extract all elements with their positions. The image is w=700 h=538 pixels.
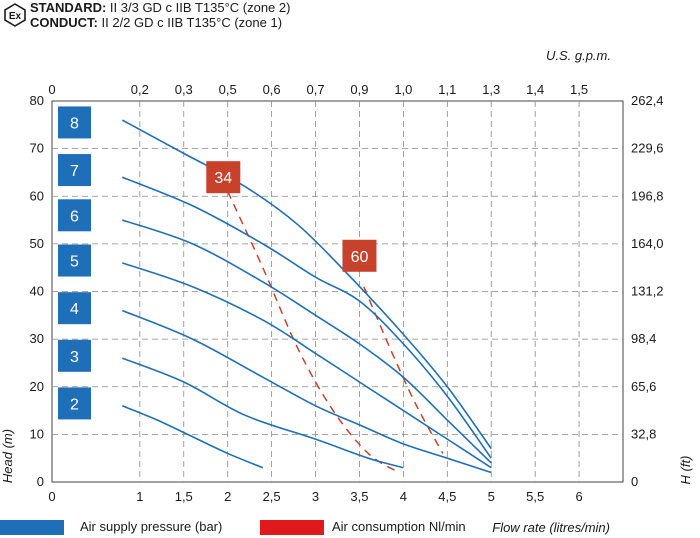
- x-top-tick-label: 1,3: [482, 82, 500, 97]
- consumption-line-60: [363, 286, 444, 454]
- y-left-tick-label: 30: [30, 331, 44, 346]
- x-bottom-tick-label: 1,5: [175, 489, 193, 504]
- x-bottom-tick-label: 6: [575, 489, 582, 504]
- standard-label: STANDARD:: [30, 0, 107, 15]
- pressure-badge-label: 3: [70, 349, 79, 366]
- pressure-badge-5: [58, 244, 91, 277]
- pressure-line-4: [121, 309, 492, 474]
- pressure-badge-label: 2: [70, 396, 79, 413]
- consumption-badge-60: [342, 239, 377, 272]
- y-right-tick-label: 262,4: [631, 93, 664, 108]
- pressure-badge-6: [58, 199, 91, 232]
- x-bottom-tick-label: 2,5: [263, 489, 281, 504]
- pressure-badge-7: [58, 154, 91, 187]
- x-bottom-tick-label: 0: [48, 489, 55, 504]
- y-right-tick-label: 0: [631, 474, 638, 489]
- standard-line: STANDARD: II 3/3 GD c IIB T135°C (zone 2…: [30, 1, 290, 15]
- pressure-line-6: [122, 219, 492, 464]
- y-left-tick-label: 50: [30, 236, 44, 251]
- y-left-tick-label: 10: [30, 426, 44, 441]
- y-left-tick-label: 0: [37, 474, 44, 489]
- y-right-tick-label: 164,0: [631, 236, 664, 251]
- pressure-line-5: [122, 262, 492, 469]
- consumption-line-34: [227, 191, 400, 474]
- pressure-badge-label: 5: [70, 254, 79, 271]
- x-bottom-tick-label: 3,5: [350, 489, 368, 504]
- x-top-tick-label: 1,0: [394, 82, 412, 97]
- x-top-tick-label: 0,3: [175, 82, 193, 97]
- pressure-line-8: [121, 119, 492, 450]
- pressure-badge-4: [58, 292, 91, 325]
- x-bottom-tick-label: 2: [224, 489, 231, 504]
- pressure-badge-2: [58, 387, 91, 420]
- logo-text: Ex: [9, 11, 22, 22]
- x-top-tick-label: 0,2: [131, 82, 149, 97]
- legend-pressure-label: Air supply pressure (bar): [80, 519, 223, 534]
- conduct-text: II 2/2 GD c IIB T135°C (zone 1): [97, 15, 283, 30]
- pressure-badge-label: 7: [70, 163, 79, 180]
- pressure-badge-3: [58, 339, 91, 372]
- x-bottom-tick-label: 5: [488, 489, 495, 504]
- x-bottom-tick-label: 3: [312, 489, 319, 504]
- y-right-tick-label: 196,8: [631, 188, 664, 203]
- pressure-badge-label: 6: [70, 208, 79, 225]
- x-top-tick-label: 1,4: [526, 82, 544, 97]
- legend-consumption-label: Air consumption Nl/min: [332, 519, 466, 534]
- x-top-tick-label: 0,9: [350, 82, 368, 97]
- pressure-badge-8: [58, 106, 91, 139]
- x-bottom-axis-label: Flow rate (litres/min): [492, 520, 610, 535]
- y-left-axis-label: Head (m): [0, 429, 15, 483]
- y-right-tick-label: 131,2: [631, 284, 664, 299]
- y-left-tick-label: 20: [30, 379, 44, 394]
- atex-ex-logo: Ex: [4, 3, 26, 27]
- pressure-badge-label: 4: [70, 301, 79, 318]
- x-top-tick-label: 1,5: [570, 82, 588, 97]
- pressure-line-2: [121, 405, 264, 469]
- consumption-badge-label: 60: [351, 249, 369, 266]
- x-bottom-tick-label: 5,5: [526, 489, 544, 504]
- pressure-line-3: [121, 357, 404, 469]
- x-top-tick-label: 0,6: [263, 82, 281, 97]
- x-top-tick-label: 0: [48, 82, 55, 97]
- y-right-tick-label: 98,4: [631, 331, 656, 346]
- legend-pressure-swatch: [0, 520, 64, 535]
- y-right-tick-label: 229,6: [631, 141, 664, 156]
- x-bottom-tick-label: 4: [400, 489, 407, 504]
- x-top-axis-label: U.S. g.p.m.: [546, 48, 611, 63]
- x-bottom-tick-label: 1: [136, 489, 143, 504]
- x-top-tick-label: 0,7: [306, 82, 324, 97]
- x-top-tick-label: 1,1: [438, 82, 456, 97]
- conduct-label: CONDUCT:: [30, 15, 98, 30]
- y-left-tick-label: 60: [30, 188, 44, 203]
- consumption-badge-34: [206, 161, 241, 194]
- pressure-line-7: [121, 176, 492, 459]
- consumption-badge-label: 34: [214, 170, 232, 187]
- y-left-tick-label: 80: [30, 93, 44, 108]
- conduct-line: CONDUCT: II 2/2 GD c IIB T135°C (zone 1): [30, 16, 282, 30]
- standard-text: II 3/3 GD c IIB T135°C (zone 2): [106, 0, 291, 15]
- x-bottom-tick-label: 4,5: [438, 489, 456, 504]
- y-left-tick-label: 70: [30, 141, 44, 156]
- x-top-tick-label: 0,5: [219, 82, 237, 97]
- y-right-tick-label: 65,6: [631, 379, 656, 394]
- y-left-tick-label: 40: [30, 284, 44, 299]
- legend-consumption-swatch: [260, 520, 324, 535]
- y-right-axis-label: H (ft): [678, 456, 693, 485]
- pressure-badge-label: 8: [70, 115, 79, 132]
- y-right-tick-label: 32,8: [631, 426, 656, 441]
